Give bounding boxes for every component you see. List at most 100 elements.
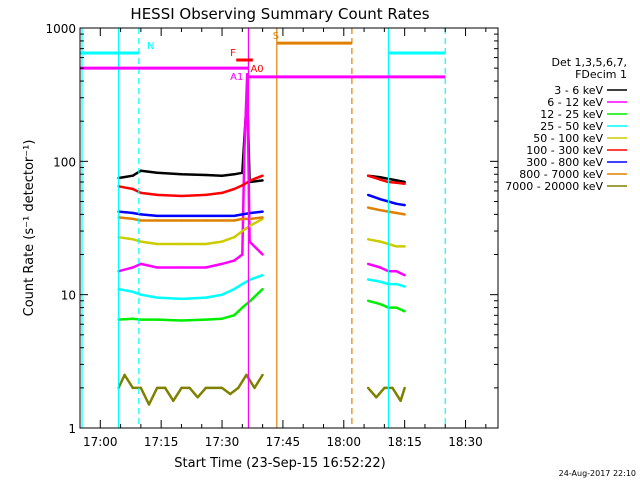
data-point-0-0-12 bbox=[261, 179, 264, 182]
series-6 bbox=[117, 193, 406, 218]
data-point-5-0-6 bbox=[220, 191, 224, 195]
data-point-4-1-1 bbox=[379, 240, 382, 243]
data-point-3-0-9 bbox=[249, 278, 252, 281]
legend-label-7: 800 - 7000 keV bbox=[519, 168, 603, 181]
data-point-1-0-2 bbox=[139, 262, 143, 266]
y-tick-label-3: 1000 bbox=[45, 22, 76, 36]
data-point-5-0-7 bbox=[233, 187, 236, 191]
series-3 bbox=[117, 274, 406, 301]
data-point-4-0-6 bbox=[220, 240, 224, 243]
data-point-6-1-1 bbox=[379, 198, 382, 201]
data-point-7-1-4 bbox=[403, 213, 406, 216]
series-line-6-1 bbox=[367, 193, 405, 207]
data-point-8-1-3 bbox=[391, 386, 394, 390]
state-label-5: A0 bbox=[250, 64, 263, 75]
data-point-8-0-8 bbox=[180, 386, 183, 390]
legend-title-line-1: Det 1,3,5,6,7, bbox=[551, 56, 627, 69]
data-point-4-1-4 bbox=[403, 245, 406, 248]
data-point-6-0-10 bbox=[261, 210, 264, 213]
x-tick-label-3: 17:45 bbox=[266, 435, 301, 449]
series-5 bbox=[117, 174, 406, 198]
data-point-1-0-7 bbox=[233, 259, 236, 262]
data-point-2-1-0 bbox=[366, 299, 370, 302]
legend-label-5: 100 - 300 keV bbox=[526, 144, 603, 157]
data-point-7-1-3 bbox=[395, 211, 398, 215]
data-point-0-0-4 bbox=[180, 173, 183, 176]
series-2 bbox=[117, 287, 406, 322]
legend-label-6: 300 - 800 keV bbox=[526, 156, 603, 169]
data-point-3-1-1 bbox=[379, 280, 382, 283]
data-point-3-0-6 bbox=[220, 293, 224, 296]
data-point-3-0-3 bbox=[155, 296, 159, 299]
data-point-5-1-4 bbox=[403, 182, 406, 185]
footer-timestamp: 24-Aug-2017 22:10 bbox=[559, 469, 636, 478]
data-point-5-1-0 bbox=[366, 174, 370, 177]
x-tick-label-0: 17:00 bbox=[83, 435, 118, 449]
data-point-8-0-16 bbox=[245, 373, 248, 377]
data-point-8-0-11 bbox=[204, 386, 207, 390]
data-point-8-1-0 bbox=[366, 386, 370, 390]
data-point-8-0-4 bbox=[147, 403, 151, 406]
data-point-8-0-3 bbox=[139, 386, 143, 390]
data-point-4-0-9 bbox=[249, 224, 252, 227]
data-point-1-1-1 bbox=[379, 266, 382, 269]
data-point-6-0-8 bbox=[241, 213, 244, 216]
data-point-5-0-1 bbox=[131, 187, 134, 191]
data-point-4-0-2 bbox=[139, 240, 143, 243]
y-axis-label: Count Rate (s⁻¹ detector⁻¹) bbox=[22, 140, 37, 317]
data-point-7-0-2 bbox=[139, 219, 143, 222]
data-point-2-0-7 bbox=[233, 314, 236, 317]
data-point-8-0-1 bbox=[123, 373, 126, 377]
data-point-8-0-2 bbox=[131, 386, 134, 390]
data-point-8-0-14 bbox=[229, 392, 232, 396]
series-line-7-1 bbox=[367, 206, 405, 216]
data-point-7-1-1 bbox=[379, 209, 382, 212]
data-point-5-1-3 bbox=[395, 181, 398, 184]
data-point-7-0-7 bbox=[233, 219, 236, 222]
series-0 bbox=[117, 92, 406, 184]
data-point-8-0-18 bbox=[261, 373, 264, 377]
data-point-3-1-0 bbox=[366, 278, 370, 281]
data-point-7-1-0 bbox=[366, 206, 370, 209]
data-point-0-1-3 bbox=[395, 179, 398, 182]
data-point-8-0-9 bbox=[188, 386, 191, 390]
data-point-7-0-10 bbox=[261, 216, 264, 219]
data-point-0-0-7 bbox=[233, 173, 236, 176]
data-point-6-0-2 bbox=[139, 213, 143, 216]
legend-label-4: 50 - 100 keV bbox=[533, 132, 603, 145]
series-line-4-0 bbox=[118, 217, 264, 246]
data-point-2-0-5 bbox=[204, 318, 207, 321]
data-point-2-0-8 bbox=[241, 306, 244, 309]
legend-label-3: 25 - 50 keV bbox=[540, 120, 603, 133]
data-point-3-0-5 bbox=[204, 296, 207, 299]
state-label-6: S bbox=[273, 31, 279, 42]
data-point-8-1-2 bbox=[383, 386, 386, 390]
data-point-8-0-13 bbox=[220, 386, 224, 390]
data-point-7-0-9 bbox=[249, 217, 252, 221]
data-point-1-0-8 bbox=[241, 253, 244, 256]
data-point-8-0-17 bbox=[253, 386, 256, 390]
data-point-2-1-4 bbox=[403, 310, 406, 313]
data-point-1-0-5 bbox=[204, 266, 207, 269]
data-point-0-0-3 bbox=[155, 171, 159, 174]
series-line-3-1 bbox=[367, 278, 406, 288]
data-point-7-0-1 bbox=[131, 217, 134, 221]
data-point-6-0-6 bbox=[220, 214, 224, 218]
data-point-5-0-5 bbox=[204, 193, 207, 197]
data-point-8-1-5 bbox=[403, 386, 406, 390]
data-point-6-0-1 bbox=[131, 211, 134, 215]
data-point-2-0-9 bbox=[249, 299, 252, 302]
data-point-1-0-9 bbox=[243, 149, 246, 152]
state-label-0: N bbox=[147, 41, 154, 52]
data-point-2-1-1 bbox=[379, 302, 382, 306]
data-point-1-0-4 bbox=[180, 266, 183, 269]
y-tick-label-0: 1 bbox=[68, 422, 76, 436]
chart-title: HESSI Observing Summary Count Rates bbox=[130, 5, 429, 23]
data-point-0-0-5 bbox=[204, 173, 207, 177]
legend-label-2: 12 - 25 keV bbox=[540, 108, 603, 121]
data-point-8-0-10 bbox=[196, 396, 199, 399]
data-point-4-0-4 bbox=[180, 242, 183, 246]
data-point-3-0-2 bbox=[139, 293, 143, 296]
data-point-8-0-6 bbox=[164, 386, 167, 390]
data-point-1-1-0 bbox=[366, 262, 370, 266]
